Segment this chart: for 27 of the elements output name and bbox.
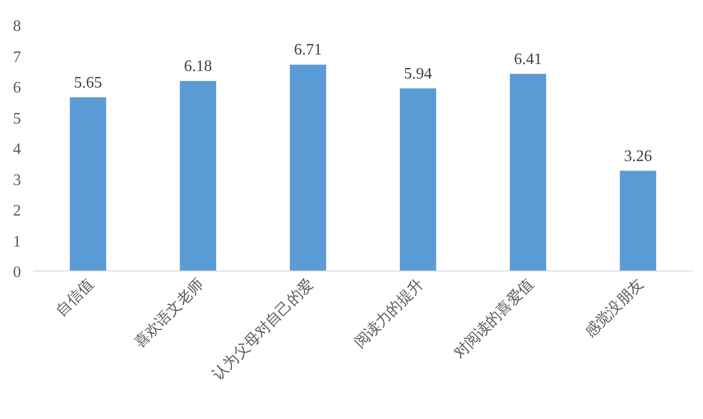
y-tick-label: 0 — [13, 264, 21, 281]
x-tick-label: 对阅读的喜爱值 — [450, 276, 537, 362]
data-label: 5.94 — [404, 65, 432, 82]
x-tick-label: 喜欢语文老师 — [131, 276, 207, 352]
y-tick-label: 8 — [13, 18, 21, 35]
x-tick-label: 自信值 — [52, 276, 97, 320]
y-tick-label: 4 — [13, 141, 21, 158]
data-label: 6.71 — [294, 42, 322, 59]
y-tick-label: 3 — [13, 172, 21, 189]
bar — [510, 74, 546, 271]
bar — [400, 88, 436, 271]
data-label: 3.26 — [624, 148, 652, 165]
y-tick-label: 1 — [13, 233, 21, 250]
data-label: 6.18 — [184, 58, 212, 75]
x-tick-label: 认为父母对自己的爱 — [209, 276, 317, 384]
y-tick-label: 5 — [13, 110, 21, 128]
bar — [620, 170, 656, 271]
bar — [70, 97, 106, 271]
data-label: 5.65 — [74, 74, 102, 92]
data-label: 6.41 — [514, 50, 542, 68]
bar — [180, 80, 216, 271]
y-tick-label: 7 — [13, 48, 21, 66]
y-tick-label: 6 — [13, 80, 21, 96]
x-tick-label: 感觉没朋友 — [582, 276, 647, 341]
y-tick-label: 2 — [13, 202, 21, 220]
x-tick-label: 阅读力的提升 — [351, 276, 427, 352]
bar — [290, 64, 326, 271]
